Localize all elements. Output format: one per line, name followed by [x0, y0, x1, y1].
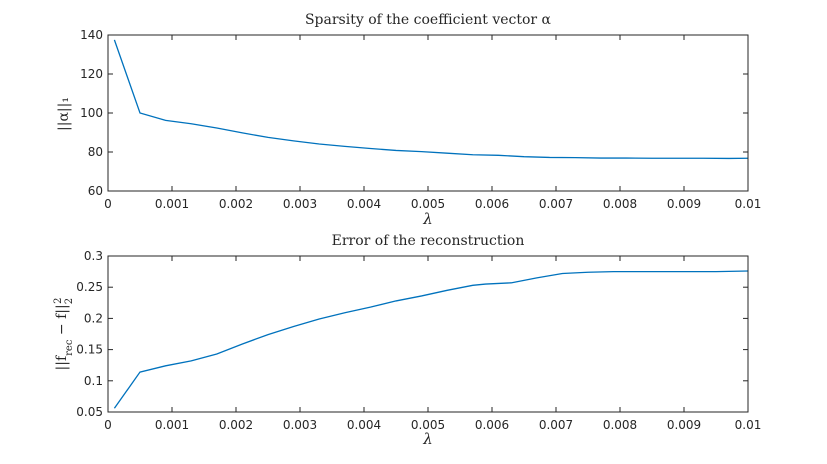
error-y-tick-label: 0.3	[84, 249, 103, 263]
error-subplot: Error of the reconstruction ||frec − f||…	[53, 233, 762, 448]
sparsity-y-tick-label: 120	[80, 67, 103, 81]
sparsity-series-line	[113, 39, 749, 160]
sparsity-chart-title: Sparsity of the coefficient vector α	[305, 12, 552, 28]
error-x-tick-label: 0	[104, 418, 112, 432]
sparsity-x-tick-label: 0.01	[735, 197, 762, 211]
error-series-line	[113, 270, 749, 409]
error-y-tick-label: 0.1	[84, 374, 103, 388]
error-x-tick-label: 0.003	[283, 418, 317, 432]
error-axes-box	[107, 255, 749, 413]
sparsity-y-axis-label: ||α||₁	[56, 97, 72, 131]
error-x-tick-label: 0.006	[475, 418, 509, 432]
error-x-tick-label: 0.001	[155, 418, 189, 432]
error-x-tick-label: 0.01	[735, 418, 762, 432]
error-x-tick-label: 0.004	[347, 418, 381, 432]
error-chart-title: Error of the reconstruction	[332, 233, 525, 249]
error-y-tick-label: 0.2	[84, 311, 103, 325]
error-y-tick-label: 0.15	[76, 343, 103, 357]
sparsity-x-axis-label: λ	[422, 210, 433, 228]
sparsity-y-tick-label: 140	[80, 28, 103, 42]
sparsity-y-tick-label: 60	[88, 184, 103, 198]
error-x-tick-label: 0.007	[539, 418, 573, 432]
sparsity-axes-box	[107, 34, 749, 192]
sparsity-subplot: Sparsity of the coefficient vector α ||α…	[56, 12, 761, 228]
error-y-tick-label: 0.05	[76, 405, 103, 419]
sparsity-x-tick-label: 0.008	[603, 197, 637, 211]
sparsity-x-tick-label: 0.009	[667, 197, 701, 211]
sparsity-y-tick-label: 100	[80, 106, 103, 120]
sparsity-x-tick-label: 0.005	[411, 197, 445, 211]
sparsity-x-tick-label: 0.002	[219, 197, 253, 211]
sparsity-x-tick-label: 0.006	[475, 197, 509, 211]
sparsity-x-tick-label: 0.007	[539, 197, 573, 211]
error-y-tick-label: 0.25	[76, 280, 103, 294]
sparsity-y-tick-label: 80	[88, 145, 103, 159]
error-x-tick-label: 0.009	[667, 418, 701, 432]
error-x-tick-label: 0.005	[411, 418, 445, 432]
error-x-tick-label: 0.002	[219, 418, 253, 432]
sparsity-ticks: 0 0.001 0.002 0.003 0.004 0.005 0.006 0.007 0.00…	[80, 28, 761, 211]
sparsity-x-tick-label: 0.001	[155, 197, 189, 211]
sparsity-x-tick-label: 0	[104, 197, 112, 211]
error-x-axis-label: λ	[422, 430, 433, 448]
sparsity-x-tick-label: 0.004	[347, 197, 381, 211]
error-y-axis-label: ||frec − f||22	[53, 298, 75, 371]
error-ticks: 0 0.001 0.002 0.003 0.004 0.005 0.006 0.007 0.00…	[76, 249, 761, 432]
error-x-tick-label: 0.008	[603, 418, 637, 432]
sparsity-x-tick-label: 0.003	[283, 197, 317, 211]
